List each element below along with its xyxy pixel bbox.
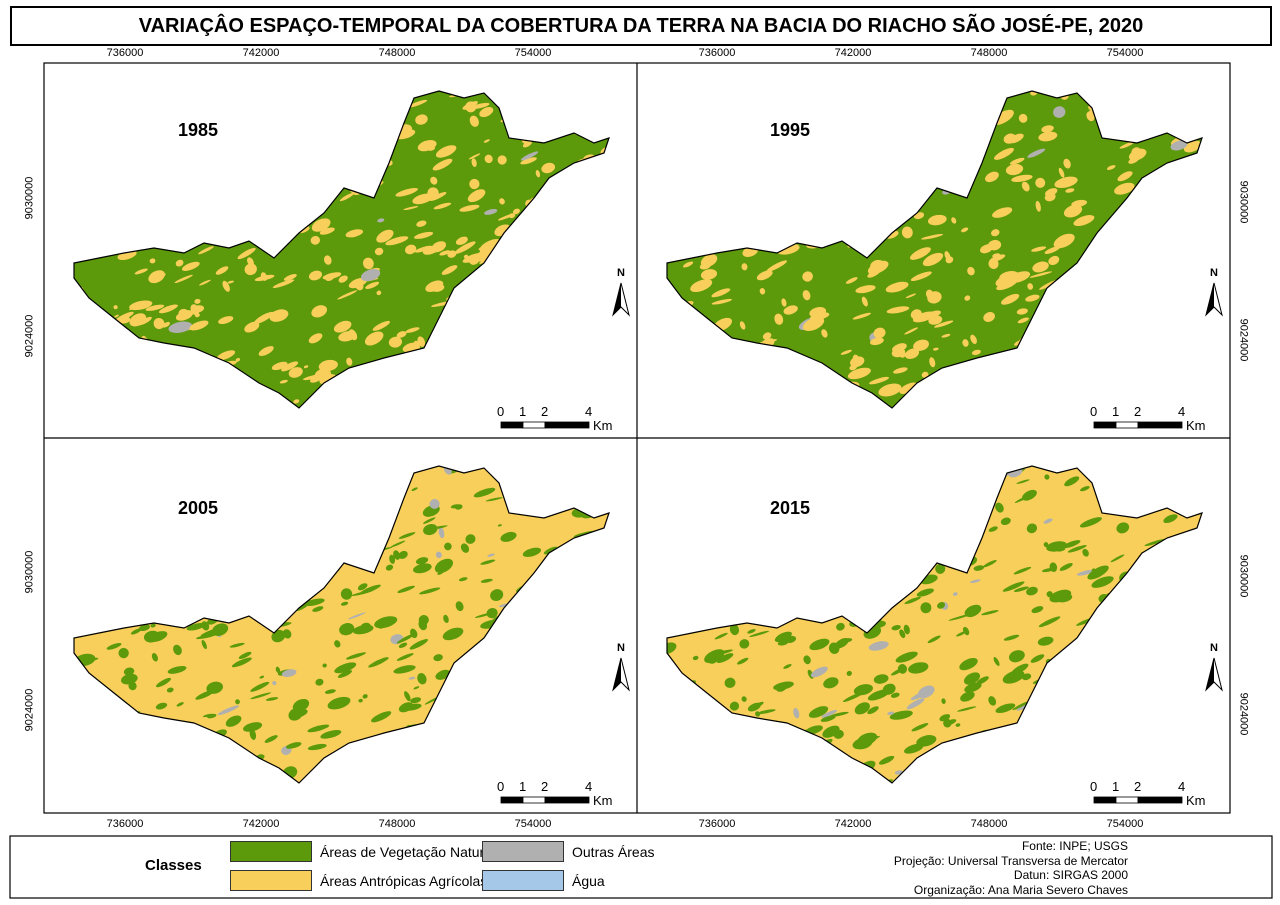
north-arrow-label-1985: N xyxy=(617,267,625,279)
scalebar-unit-2005: Km xyxy=(593,793,613,808)
legend-item-vegetation: Áreas de Vegetação Natural xyxy=(230,841,495,862)
scalebar-label-4-1995: 4 xyxy=(1178,404,1186,419)
north-arrow-label-1995: N xyxy=(1210,267,1218,279)
x-tick-bot-754000-r: 754000 xyxy=(1106,818,1144,830)
scalebar-label-2-1995: 2 xyxy=(1134,404,1142,419)
credit-datum: Datun: SIRGAS 2000 xyxy=(1013,868,1128,882)
basin-map-1985 xyxy=(73,90,610,409)
scalebar-label-2-2005: 2 xyxy=(541,779,549,794)
map-credits: Fonte: INPE; USGS Projeção: Universal Tr… xyxy=(894,839,1128,897)
credit-projection: Projeção: Universal Transversa de Mercat… xyxy=(893,853,1128,868)
scalebar-label-0-2005: 0 xyxy=(497,779,505,794)
legend-item-other: Outras Áreas xyxy=(482,841,654,862)
y-tick-left-9030000-bot: 9030000 xyxy=(23,550,36,594)
scalebar-label-0-1995: 0 xyxy=(1090,404,1098,419)
y-tick-left-9030000-top: 9030000 xyxy=(23,176,36,220)
legend-label-water: Água xyxy=(572,872,605,889)
y-tick-left-9024000-bot: 9024000 xyxy=(23,688,36,732)
x-tick-top-748000-r: 748000 xyxy=(970,47,1008,59)
scalebar-label-4-2015: 4 xyxy=(1178,779,1186,794)
x-tick-bot-736000: 736000 xyxy=(106,818,144,830)
x-tick-top-736000-r: 736000 xyxy=(698,47,736,59)
north-arrow-label-2005: N xyxy=(617,642,625,654)
scalebar-label-4-2005: 4 xyxy=(585,779,593,794)
x-tick-top-742000-r: 742000 xyxy=(834,47,872,59)
y-tick-right-9030000-top: 9030000 xyxy=(1237,180,1250,224)
y-tick-right-9030000-bot: 9030000 xyxy=(1237,554,1250,598)
scalebar-label-1-2005: 1 xyxy=(519,779,527,794)
map-title: VARIAÇÂO ESPAÇO-TEMPORAL DA COBERTURA DA… xyxy=(10,6,1272,46)
scalebar-label-1-2015: 1 xyxy=(1112,779,1120,794)
legend-label-vegetation: Áreas de Vegetação Natural xyxy=(320,843,496,860)
legend-label-agriculture: Áreas Antrópicas Agrícolas xyxy=(320,872,488,889)
x-tick-bot-742000-r: 742000 xyxy=(834,818,872,830)
basin-map-2015 xyxy=(666,465,1203,784)
x-tick-top-742000: 742000 xyxy=(242,47,280,59)
scalebar-unit-1985: Km xyxy=(593,418,613,433)
x-tick-top-754000-r: 754000 xyxy=(1106,47,1144,59)
x-tick-bot-748000: 748000 xyxy=(378,818,416,830)
legend-swatch-other xyxy=(482,841,564,862)
x-tick-bot-748000-r: 748000 xyxy=(970,818,1008,830)
x-tick-top-736000: 736000 xyxy=(106,47,144,59)
x-tick-bot-736000-r: 736000 xyxy=(698,818,736,830)
scalebars xyxy=(500,421,1183,804)
scalebar-unit-2015: Km xyxy=(1186,793,1206,808)
legend-swatch-agriculture xyxy=(230,870,312,891)
x-tick-bot-742000: 742000 xyxy=(242,818,280,830)
panel-year-1995: 1995 xyxy=(770,120,811,140)
scalebar-label-0-2015: 0 xyxy=(1090,779,1098,794)
credit-source: Fonte: INPE; USGS xyxy=(1021,839,1128,853)
legend-item-water: Água xyxy=(482,870,605,891)
y-tick-left-9024000-top: 9024000 xyxy=(23,314,36,358)
x-tick-top-754000: 754000 xyxy=(514,47,552,59)
scalebar-label-0-1985: 0 xyxy=(497,404,505,419)
scalebar-label-1-1995: 1 xyxy=(1112,404,1120,419)
legend-label-other: Outras Áreas xyxy=(572,843,655,860)
legend-title: Classes xyxy=(145,857,202,874)
north-arrows xyxy=(612,282,1223,692)
panel-year-2015: 2015 xyxy=(770,498,811,518)
scalebar-label-2-2015: 2 xyxy=(1134,779,1142,794)
y-tick-right-9024000-top: 9024000 xyxy=(1237,318,1250,362)
basin-map-1995 xyxy=(666,90,1203,409)
north-arrow-label-2015: N xyxy=(1210,642,1218,654)
scalebar-unit-1995: Km xyxy=(1186,418,1206,433)
panel-year-2005: 2005 xyxy=(178,498,219,518)
legend-item-agriculture: Áreas Antrópicas Agrícolas xyxy=(230,870,487,891)
x-tick-top-748000: 748000 xyxy=(378,47,416,59)
panel-year-1985: 1985 xyxy=(178,120,219,140)
legend-swatch-vegetation xyxy=(230,841,312,862)
credit-organization: Organização: Ana Maria Severo Chaves xyxy=(913,882,1128,897)
scalebar-label-4-1985: 4 xyxy=(585,404,593,419)
scalebar-label-1-1985: 1 xyxy=(519,404,527,419)
x-tick-bot-754000: 754000 xyxy=(514,818,552,830)
scalebar-label-2-1985: 2 xyxy=(541,404,549,419)
basin-map-2005 xyxy=(73,465,610,784)
legend-swatch-water xyxy=(482,870,564,891)
y-tick-right-9024000-bot: 9024000 xyxy=(1237,692,1250,736)
